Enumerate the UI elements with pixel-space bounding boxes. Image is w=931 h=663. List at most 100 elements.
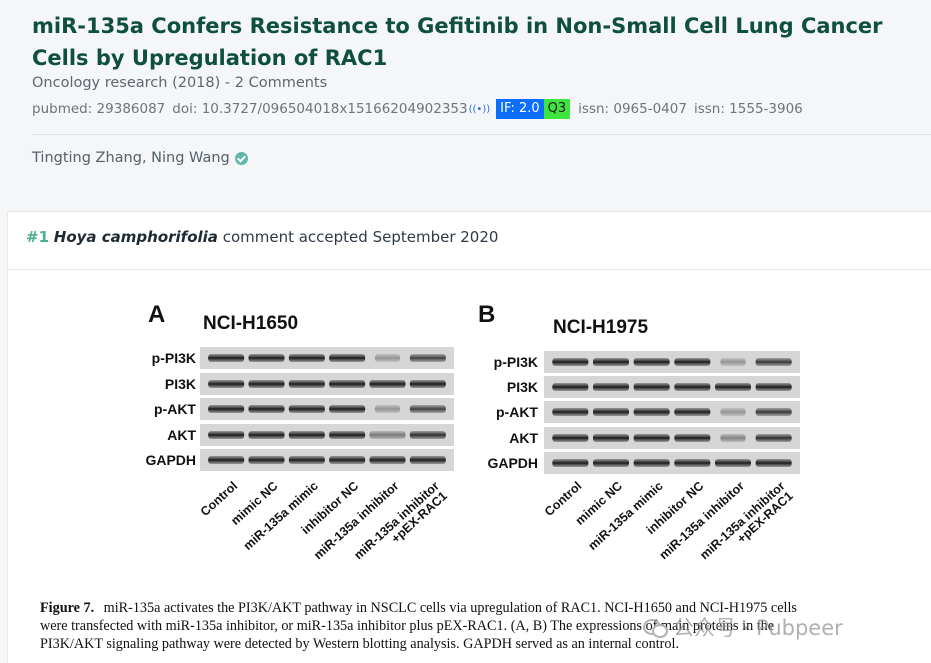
comment-card: #1 Hoya camphorifolia comment accepted S…	[7, 211, 931, 663]
blot-band	[288, 380, 325, 388]
blot-band	[593, 459, 629, 467]
wechat-icon	[643, 617, 668, 638]
paper-header: miR-135a Confers Resistance to Gefitinib…	[0, 0, 931, 210]
blot-strip	[544, 401, 800, 423]
blot-band	[715, 459, 751, 467]
blot-band	[248, 380, 285, 388]
blot-band	[552, 383, 589, 391]
protein-label: GAPDH	[145, 452, 196, 468]
blot-band	[208, 354, 245, 362]
impact-factor-badge: IF: 2.0	[496, 99, 544, 119]
comment-header: #1 Hoya camphorifolia comment accepted S…	[26, 228, 498, 246]
protein-label: PI3K	[507, 379, 538, 395]
blot-band	[329, 354, 366, 362]
blot-band	[208, 405, 245, 413]
blot-band	[674, 408, 711, 416]
authors-line: Tingting Zhang, Ning Wang	[32, 150, 248, 166]
blot-band	[552, 434, 589, 442]
blot-band	[674, 383, 711, 391]
blot-band	[288, 431, 325, 439]
verified-check-icon	[234, 151, 248, 165]
panel-letter-a: A	[148, 301, 165, 328]
comment-user[interactable]: Hoya camphorifolia	[53, 228, 218, 246]
blot-band	[374, 405, 401, 413]
blot-panel-b: B NCI-H1975 p-PI3KPI3Kp-AKTAKTGAPDHContr…	[478, 301, 800, 562]
blot-band	[552, 358, 589, 366]
authors[interactable]: Tingting Zhang, Ning Wang	[32, 150, 230, 166]
protein-label: PI3K	[165, 376, 196, 392]
lane-label: miR-135a mimic	[241, 479, 321, 553]
blot-band	[633, 434, 670, 442]
blot-band	[720, 358, 746, 366]
blot-band	[593, 383, 629, 391]
blot-band	[248, 456, 285, 464]
blot-band	[552, 459, 589, 467]
blot-band	[208, 456, 245, 464]
blot-strip	[200, 398, 454, 420]
blot-band	[369, 431, 406, 439]
blot-strip	[200, 347, 454, 369]
issn-online: issn: 1555-3906	[693, 101, 803, 117]
blot-band	[755, 383, 792, 391]
panel-letter-b: B	[478, 301, 495, 328]
blot-strip	[200, 373, 454, 395]
blot-band	[329, 405, 366, 413]
caption-label: Figure 7.	[40, 600, 94, 616]
blot-band	[248, 405, 285, 413]
blot-band	[715, 383, 751, 391]
blot-band	[409, 405, 446, 413]
watermark: 公众号 · Pubpeer	[643, 612, 843, 642]
blot-strip	[544, 376, 800, 398]
comment-number[interactable]: #1	[26, 228, 50, 246]
blot-band	[409, 354, 446, 362]
blot-strip	[200, 424, 454, 446]
panel-cellline-a: NCI-H1650	[203, 313, 298, 334]
blot-band	[329, 431, 366, 439]
protein-label: p-AKT	[496, 404, 538, 420]
blot-band	[674, 434, 711, 442]
blot-band	[409, 456, 446, 464]
blot-band	[755, 408, 792, 416]
blot-band	[248, 431, 285, 439]
caption-text-1: miR-135a activates the PI3K/AKT pathway …	[104, 600, 798, 616]
blot-band	[248, 354, 285, 362]
doi-link[interactable]: doi: 10.3727/096504018x15166204902353	[172, 101, 468, 117]
comment-divider	[8, 269, 931, 270]
quartile-badge: Q3	[543, 99, 571, 119]
blot-band	[369, 380, 406, 388]
caption-line-2: were transfected with miR-135a inhibitor…	[40, 618, 774, 634]
blot-band	[633, 358, 670, 366]
protein-label: p-PI3K	[152, 350, 196, 366]
blot-band	[633, 459, 670, 467]
comment-status: comment accepted September 2020	[222, 228, 499, 246]
issn-print: issn: 0965-0407	[578, 101, 687, 117]
paper-title[interactable]: miR-135a Confers Resistance to Gefitinib…	[32, 14, 883, 70]
panel-cellline-b: NCI-H1975	[553, 317, 648, 338]
blot-band	[755, 434, 792, 442]
watermark-text: 公众号 · Pubpeer	[673, 616, 843, 640]
blot-band	[288, 354, 325, 362]
blot-band	[593, 434, 629, 442]
blot-band	[329, 380, 366, 388]
blot-band	[409, 431, 446, 439]
figure-caption: Figure 7. miR-135a activates the PI3K/AK…	[40, 600, 797, 652]
blot-band	[633, 408, 670, 416]
blot-strip	[544, 427, 800, 449]
pubmed-id[interactable]: pubmed: 29386087	[32, 101, 166, 117]
protein-label: GAPDH	[487, 455, 538, 471]
blot-band	[208, 431, 245, 439]
blot-band	[720, 408, 746, 416]
blot-strip	[544, 452, 800, 474]
blot-band	[674, 459, 711, 467]
lane-label: miR-135a mimic	[586, 479, 666, 553]
blot-band	[208, 380, 245, 388]
blot-band	[288, 405, 325, 413]
blot-strip	[200, 449, 454, 471]
broadcast-icon: ((•))	[468, 103, 491, 115]
blot-band	[633, 383, 670, 391]
journal-line[interactable]: Oncology research (2018) - 2 Comments	[32, 75, 328, 91]
blot-band	[369, 456, 406, 464]
caption-line-3: PI3K/AKT signaling pathway were detected…	[40, 636, 679, 652]
header-divider	[32, 134, 931, 135]
blot-band	[674, 358, 711, 366]
